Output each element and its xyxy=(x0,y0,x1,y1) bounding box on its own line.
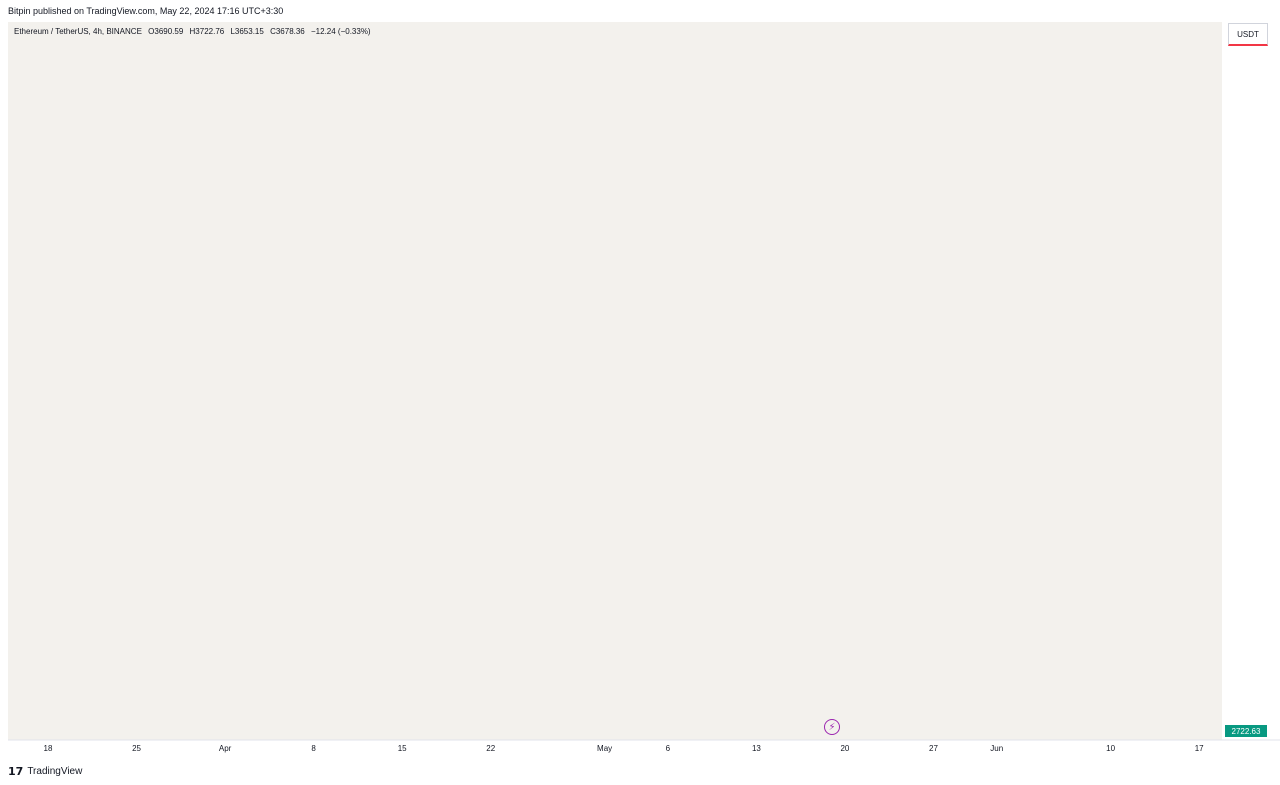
min-price-box xyxy=(1225,725,1267,737)
footer-brand: TradingView xyxy=(27,766,83,777)
x-tick-label: 20 xyxy=(840,744,849,753)
x-tick-label: 18 xyxy=(44,744,53,753)
min-price-label: 2722.63 xyxy=(1232,727,1261,736)
x-tick-label: 15 xyxy=(398,744,407,753)
legend-symbol: Ethereum / TetherUS, 4h, BINANCE xyxy=(14,27,142,36)
x-tick-label: 8 xyxy=(311,744,316,753)
legend-close: C3678.36 xyxy=(270,27,305,36)
x-tick-label: 22 xyxy=(486,744,495,753)
time-axis xyxy=(8,740,1222,758)
top-bar: Bitpin published on TradingView.com, May… xyxy=(0,0,1280,22)
lightning-icon[interactable]: ⚡ xyxy=(824,719,840,735)
legend-low: L3653.15 xyxy=(230,27,264,36)
x-tick-label: 17 xyxy=(1195,744,1204,753)
x-tick-label: 13 xyxy=(752,744,761,753)
tradingview-logo: 17 TradingView xyxy=(8,765,82,778)
legend-high: H3722.76 xyxy=(189,27,225,36)
x-tick-label: 10 xyxy=(1106,744,1115,753)
price-axis xyxy=(1222,22,1280,740)
published-by-text: Bitpin published on TradingView.com, May… xyxy=(8,6,284,16)
x-tick-label: Jun xyxy=(990,744,1003,753)
x-tick-label: May xyxy=(597,744,612,753)
x-tick-label: Apr xyxy=(219,744,232,753)
x-tick-label: 6 xyxy=(666,744,671,753)
currency-selector[interactable]: USDT xyxy=(1228,23,1268,46)
x-tick-label: 27 xyxy=(929,744,938,753)
tradingview-logo-icon: 17 xyxy=(8,765,24,778)
chart-pane xyxy=(8,22,1222,740)
legend-change: −12.24 (−0.33%) xyxy=(311,27,371,36)
legend-open: O3690.59 xyxy=(148,27,184,36)
symbol-legend: Ethereum / TetherUS, 4h, BINANCE O3690.5… xyxy=(14,27,375,36)
x-tick-label: 25 xyxy=(132,744,141,753)
